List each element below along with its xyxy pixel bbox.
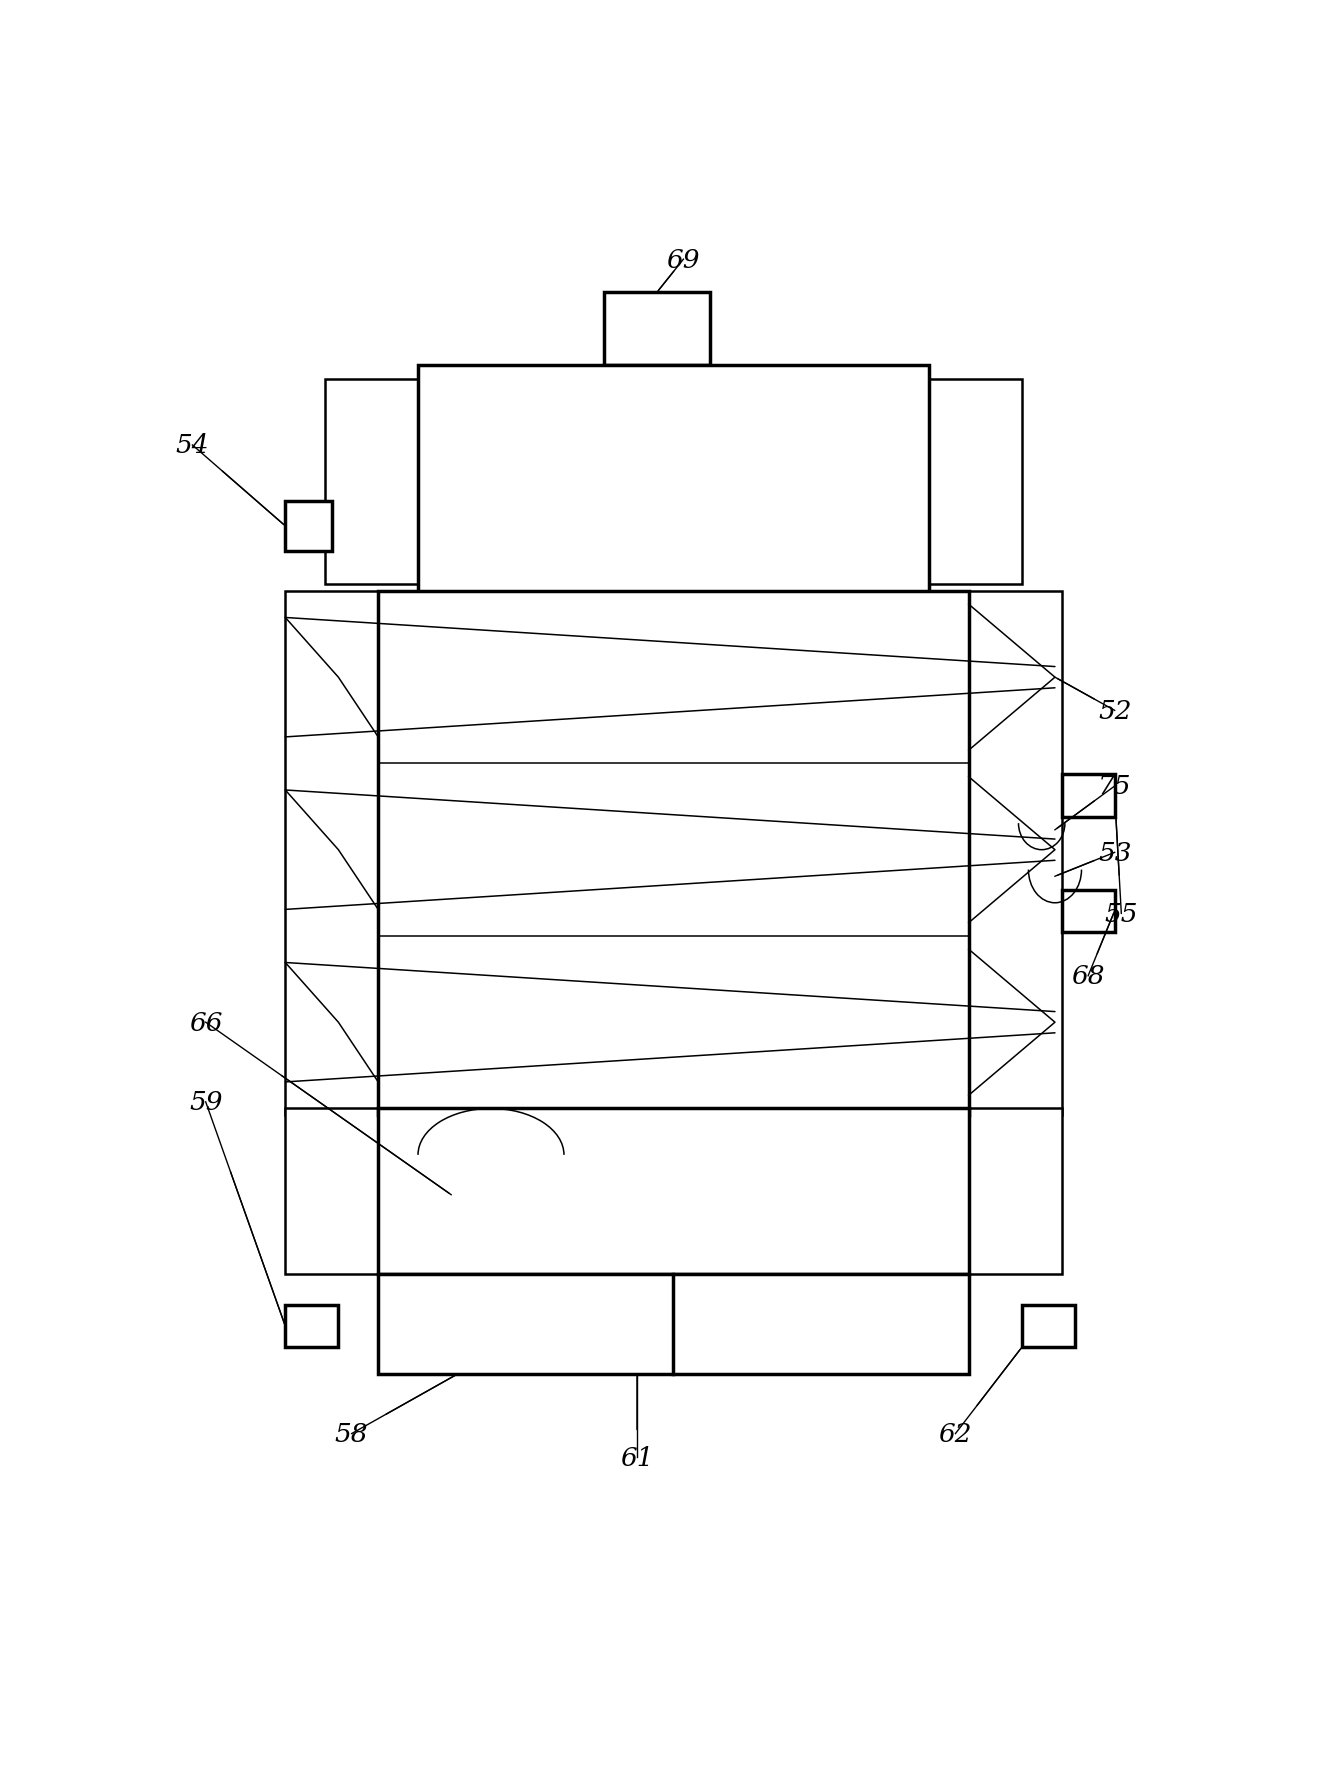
Bar xyxy=(378,1274,969,1374)
Bar xyxy=(285,1109,378,1274)
Bar xyxy=(378,591,969,1116)
Text: 58: 58 xyxy=(334,1420,369,1447)
Text: 54: 54 xyxy=(175,433,210,457)
Bar xyxy=(378,1109,969,1274)
Bar xyxy=(604,294,710,367)
Text: 68: 68 xyxy=(1071,963,1105,988)
Bar xyxy=(1062,774,1115,817)
Bar xyxy=(1062,890,1115,933)
Bar xyxy=(285,1305,338,1347)
Text: 75: 75 xyxy=(1097,774,1132,799)
Text: 52: 52 xyxy=(1097,698,1132,723)
Text: 59: 59 xyxy=(188,1089,223,1114)
Bar xyxy=(929,379,1022,586)
Bar xyxy=(325,379,418,586)
Bar xyxy=(285,591,378,1116)
Text: 53: 53 xyxy=(1097,840,1132,865)
Text: 62: 62 xyxy=(938,1420,973,1447)
Bar xyxy=(969,591,1062,1116)
Text: 69: 69 xyxy=(666,247,701,272)
Bar xyxy=(969,1109,1062,1274)
Bar xyxy=(1022,1305,1075,1347)
Text: 66: 66 xyxy=(188,1009,223,1036)
Bar xyxy=(285,502,332,552)
Bar xyxy=(418,367,929,598)
Text: 55: 55 xyxy=(1104,901,1139,926)
Text: 61: 61 xyxy=(620,1445,654,1470)
